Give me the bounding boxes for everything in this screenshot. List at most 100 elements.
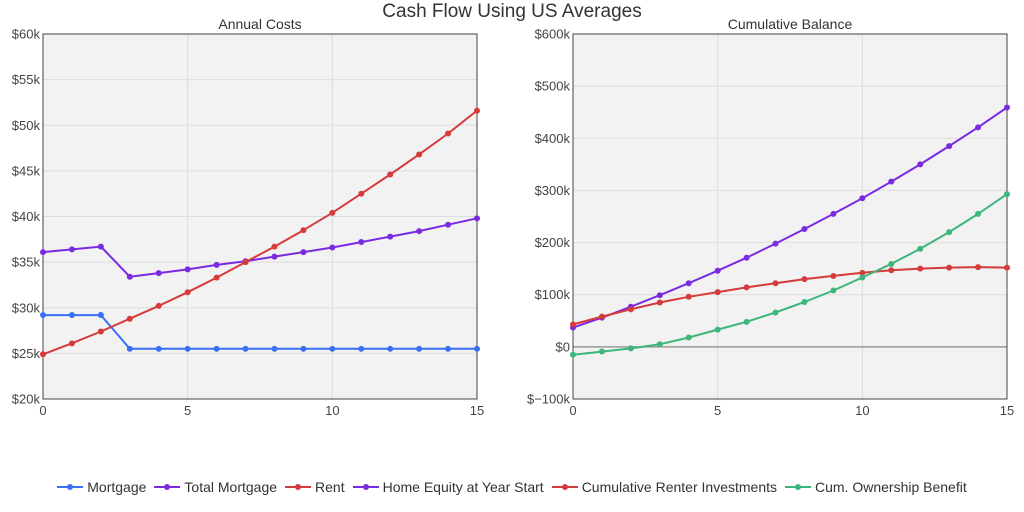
legend-item[interactable]: Home Equity at Year Start [352,479,544,495]
legend-label: Total Mortgage [184,479,278,495]
series-line [572,193,1008,356]
legend-swatch [785,484,811,490]
legend-swatch [352,484,379,490]
legend-label: Home Equity at Year Start [382,479,544,495]
data-point [184,289,191,296]
series-line [42,217,478,278]
data-point [570,351,576,358]
data-point [387,171,394,178]
data-point [859,274,866,281]
series-line [572,106,1008,329]
data-point [801,226,808,233]
legend-item[interactable]: Rent [285,479,345,495]
data-point [155,270,162,277]
data-point [888,260,895,267]
y-tick-label: $−100k [527,392,571,407]
data-point [772,280,779,287]
subplot-title: Annual Costs [218,16,301,32]
data-point [242,345,249,352]
legend-item[interactable]: Total Mortgage [154,479,277,495]
data-point [474,107,480,114]
data-point [743,254,750,261]
data-point [271,345,278,352]
y-tick-label: $600k [535,27,571,42]
y-tick-label: $60k [12,27,41,42]
data-point [1004,264,1010,271]
legend-label: Rent [315,479,345,495]
data-point [329,244,336,251]
y-tick-label: $100k [535,287,571,302]
data-point [271,243,278,250]
data-point [68,246,75,253]
legend: Mortgage Total Mortgage Rent Home Equity at… [0,479,1024,495]
y-tick-label: $20k [12,392,41,407]
data-point [859,195,866,202]
data-point [445,130,452,137]
legend-item[interactable]: Cumulative Renter Investments [551,479,777,495]
data-point [975,264,982,271]
data-point [656,299,663,306]
y-tick-label: $50k [12,118,41,133]
data-point [685,293,692,300]
data-point [68,340,75,347]
data-point [656,341,663,348]
data-point [358,190,365,197]
data-point [126,345,133,352]
series-total-mortgage [40,215,480,280]
chart-panel-2: 0 5 10 15 $−100k $0 $100k $200k $300k $400k $500k $… [527,16,1014,418]
legend-item[interactable]: Cum. Ownership Benefit [785,479,967,495]
chart-title: Cash Flow Using US Averages [382,1,641,22]
data-point [743,318,750,325]
data-point [1004,104,1010,111]
data-point [126,273,133,280]
data-point [714,267,721,274]
data-point [271,253,278,260]
data-point [743,284,750,291]
legend-label: Cum. Ownership Benefit [815,479,967,495]
data-point [627,306,634,313]
plot-frame [572,33,1008,400]
data-point [859,269,866,276]
series-cum-ownership-benefit [570,191,1010,358]
y-tick-label: $55k [12,72,41,87]
y-tick-label: $25k [12,346,41,361]
data-point [946,264,953,271]
data-point [155,345,162,352]
data-point [830,287,837,294]
data-point [570,321,576,328]
data-point [685,334,692,341]
y-tick-label: $35k [12,255,41,270]
data-point [213,274,220,281]
chart-panel-1: 0 5 10 15 $20k $25k $30k $35k $40k $45k $50k $55k $6… [12,16,484,418]
data-point [888,267,895,274]
data-point [213,345,220,352]
x-tick-label: 0 [39,403,46,418]
data-point [155,302,162,309]
data-point [126,315,133,322]
data-point [714,289,721,296]
data-point [184,345,191,352]
x-tick-label: 15 [1000,403,1014,418]
legend-label: Cumulative Renter Investments [581,479,777,495]
data-point [830,210,837,217]
legend-swatch [57,484,84,490]
y-tick-label: $400k [535,131,571,146]
data-point [329,345,336,352]
legend-swatch [154,484,181,490]
data-point [772,309,779,316]
data-point [917,265,924,272]
data-point [598,348,605,355]
data-point [445,345,452,352]
data-point [888,178,895,185]
data-point [416,228,423,235]
data-point [40,351,46,358]
y-tick-label: $300k [535,183,571,198]
data-point [97,312,104,319]
data-point [598,313,605,320]
data-point [474,345,480,352]
data-point [300,249,307,256]
data-point [975,124,982,131]
legend-item[interactable]: Mortgage [57,479,146,495]
series-rent [40,107,480,358]
